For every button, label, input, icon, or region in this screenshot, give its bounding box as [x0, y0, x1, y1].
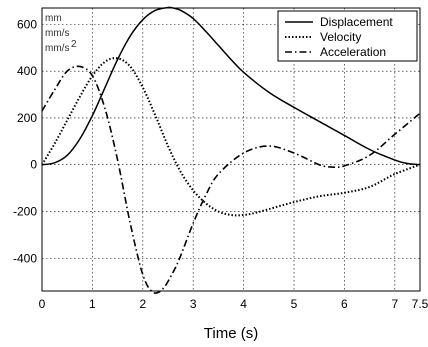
x-axis-label: Time (s)	[204, 325, 258, 342]
legend-label-displacement: Displacement	[320, 15, 393, 29]
x-tick-label: 4	[240, 297, 247, 311]
series-layer	[41, 6, 421, 294]
plot-frame	[41, 7, 421, 292]
x-tick-label: 7	[391, 297, 398, 311]
x-tick-label: 0	[39, 297, 46, 311]
y-tick-label: -400	[13, 251, 37, 265]
x-tick-label: 6	[341, 297, 348, 311]
ticks: 0 1 2 3 4 5 6 7 7.5 -400 -200 0 200 400 600	[13, 17, 428, 311]
y-tick-label: 0	[30, 158, 37, 172]
legend-label-velocity: Velocity	[320, 30, 361, 44]
y-units: mm mm/s mm/s 2	[45, 13, 77, 54]
x-tick-label: 1	[89, 297, 96, 311]
x-tick-label: 2	[139, 297, 146, 311]
unit-velocity: mm/s	[45, 28, 69, 39]
series-line-displacement	[41, 6, 421, 166]
x-tick-label: 3	[190, 297, 197, 311]
series-line-acceleration	[41, 65, 421, 294]
x-tick-label: 5	[291, 297, 298, 311]
unit-acceleration-exponent: 2	[71, 39, 77, 50]
x-tick-label: 7.5	[412, 297, 428, 311]
legend-label-acceleration: Acceleration	[320, 45, 386, 59]
y-tick-label: -200	[13, 204, 37, 218]
y-tick-label: 400	[17, 64, 37, 78]
y-tick-label: 200	[17, 111, 37, 125]
y-tick-label: 600	[17, 17, 37, 31]
grid	[42, 8, 420, 291]
unit-displacement: mm	[45, 13, 62, 24]
unit-acceleration: mm/s	[45, 43, 69, 54]
